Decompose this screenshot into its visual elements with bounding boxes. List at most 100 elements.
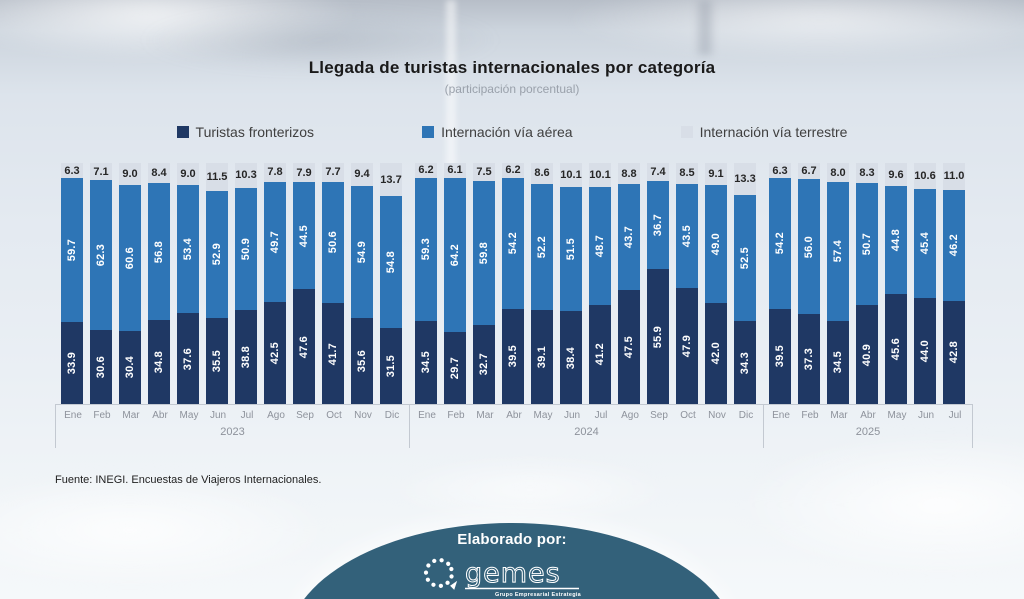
bar-2024-Feb: 6.1 64.2 29.7 — [444, 163, 466, 404]
segment-value-label: 44.0 — [919, 339, 931, 363]
segment-value-label: 44.5 — [298, 224, 310, 247]
bar-segment-fronterizos: 31.5 — [380, 328, 402, 404]
bar-segment-aerea: 54.2 — [769, 178, 791, 309]
bar-segment-fronterizos: 55.9 — [647, 269, 669, 404]
cloud-decoration — [380, 455, 680, 525]
segment-value-label: 8.3 — [859, 167, 875, 179]
month-label: May — [887, 410, 907, 421]
month-label: Abr — [860, 410, 876, 421]
month-label: Ene — [772, 410, 790, 421]
segment-value-label: 49.7 — [269, 230, 281, 253]
bar-segment-fronterizos: 34.5 — [827, 320, 849, 404]
segment-value-label: 39.5 — [507, 345, 519, 368]
segment-value-label: 31.5 — [385, 354, 397, 378]
segment-value-label: 11.5 — [206, 170, 228, 183]
bar-segment-aerea: 48.7 — [589, 187, 611, 305]
bar-segment-aerea: 52.9 — [206, 190, 228, 319]
bar-segment-terrestre: 9.0 — [177, 163, 199, 185]
month-label: May — [533, 410, 553, 421]
segment-value-label: 6.2 — [505, 164, 521, 177]
segment-value-label: 38.4 — [565, 346, 577, 369]
bar-segment-aerea: 54.8 — [380, 196, 402, 329]
segment-value-label: 33.9 — [66, 351, 78, 375]
segment-value-label: 48.7 — [594, 234, 606, 258]
bar-2023-Sep: 7.9 44.5 47.6 — [293, 163, 315, 404]
year-group-2024: 6.2 59.3 34.5 6.1 64.2 29.7 7.5 59.8 32.7 6.2 54.2… — [409, 163, 763, 448]
segment-value-label: 8.6 — [534, 167, 550, 180]
bar-segment-terrestre: 8.0 — [827, 163, 849, 183]
bar-segment-aerea: 52.5 — [734, 195, 756, 322]
bar-segment-aerea: 44.5 — [293, 182, 315, 290]
segment-value-label: 9.4 — [354, 168, 370, 181]
month-label: Mar — [122, 410, 140, 421]
segment-value-label: 53.4 — [182, 237, 194, 261]
bar-segment-terrestre: 9.4 — [351, 163, 373, 186]
axis-2025: Ene Feb Mar Abr May Jun Jul 2025 — [763, 404, 973, 448]
segment-value-label: 37.3 — [803, 347, 815, 371]
segment-value-label: 56.0 — [803, 235, 815, 258]
bar-segment-aerea: 36.7 — [647, 180, 669, 270]
bar-segment-fronterizos: 44.0 — [914, 297, 936, 404]
legend-item-terrestre: Internación vía terrestre — [680, 124, 847, 140]
month-label: Ago — [267, 410, 285, 421]
segment-value-label: 47.5 — [623, 335, 635, 358]
legend-swatch-aerea — [422, 126, 435, 138]
bar-2024-May: 8.6 52.2 39.1 — [531, 163, 553, 404]
segment-value-label: 42.0 — [710, 342, 722, 365]
segment-value-label: 8.5 — [679, 167, 695, 180]
segment-value-label: 55.9 — [652, 325, 664, 348]
bar-segment-terrestre: 7.9 — [293, 163, 315, 183]
bar-2025-Mar: 8.0 57.4 34.5 — [827, 163, 849, 404]
bar-segment-fronterizos: 47.9 — [676, 288, 698, 404]
chart-legend: Turistas fronterizos Internación vía aér… — [0, 124, 1024, 140]
segment-value-label: 8.0 — [830, 166, 846, 179]
segment-value-label: 50.9 — [240, 238, 252, 261]
month-labels-2023: Ene Feb Mar Abr May Jun Jul Ago Sep Oct Nov Dic — [56, 410, 409, 421]
segment-value-label: 54.9 — [356, 240, 368, 263]
segment-value-label: 7.9 — [296, 166, 312, 179]
segment-value-label: 51.5 — [565, 238, 577, 261]
cloud-decoration — [0, 0, 360, 60]
segment-value-label: 30.4 — [124, 356, 136, 379]
segment-value-label: 41.7 — [327, 342, 339, 365]
segment-value-label: 52.2 — [536, 235, 548, 258]
segment-value-label: 50.7 — [861, 233, 873, 256]
stacked-bar-chart: 6.3 59.7 33.9 7.1 62.3 30.6 9.0 60.6 30.4 8.4 56.8… — [55, 163, 973, 448]
bar-segment-fronterizos: 37.6 — [177, 313, 199, 404]
bar-2023-Dic: 13.7 54.8 31.5 — [380, 163, 402, 404]
bar-segment-aerea: 43.5 — [676, 183, 698, 289]
segment-value-label: 56.8 — [153, 240, 165, 263]
bar-segment-fronterizos: 38.8 — [235, 310, 257, 404]
bar-2023-Abr: 8.4 56.8 34.8 — [148, 163, 170, 404]
month-label: Ene — [418, 410, 436, 421]
bar-2024-Jul: 10.1 48.7 41.2 — [589, 163, 611, 404]
bar-2023-Ago: 7.8 49.7 42.5 — [264, 163, 286, 404]
bar-segment-aerea: 64.2 — [444, 177, 466, 333]
segment-value-label: 7.1 — [93, 165, 109, 178]
bar-segment-aerea: 59.7 — [61, 178, 83, 323]
bar-2023-Jul: 10.3 50.9 38.8 — [235, 163, 257, 404]
month-label: May — [179, 410, 199, 421]
bar-segment-terrestre: 8.3 — [856, 163, 878, 184]
bar-segment-aerea: 60.6 — [119, 184, 141, 331]
bar-segment-terrestre: 6.7 — [798, 163, 820, 180]
segment-value-label: 9.1 — [708, 167, 724, 180]
bar-segment-fronterizos: 42.5 — [264, 301, 286, 404]
segment-value-label: 39.5 — [774, 345, 786, 368]
segment-value-label: 60.6 — [124, 246, 136, 269]
bar-segment-terrestre: 10.3 — [235, 163, 257, 188]
month-label: Feb — [801, 410, 819, 421]
bar-segment-terrestre: 7.1 — [90, 163, 112, 181]
legend-swatch-fronterizos — [176, 126, 189, 138]
bar-segment-aerea: 56.8 — [148, 183, 170, 321]
bar-2025-Ene: 6.3 54.2 39.5 — [769, 163, 791, 404]
bar-segment-aerea: 54.9 — [351, 185, 373, 319]
axis-2024: Ene Feb Mar Abr May Jun Jul Ago Sep Oct Nov Dic 2024 — [409, 404, 763, 448]
segment-value-label: 40.9 — [861, 343, 873, 366]
logo-arrow-icon — [450, 580, 458, 590]
segment-value-label: 13.7 — [380, 173, 402, 186]
bar-segment-fronterizos: 34.3 — [734, 321, 756, 404]
bar-segment-terrestre: 7.8 — [264, 163, 286, 182]
month-label: Jun — [563, 410, 581, 421]
segment-value-label: 9.6 — [888, 168, 904, 181]
